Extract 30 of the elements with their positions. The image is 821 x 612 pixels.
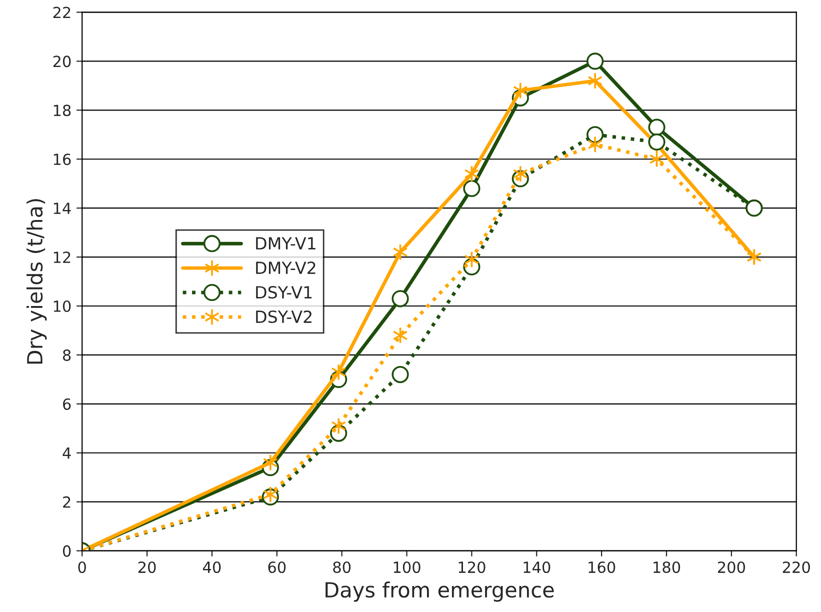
x-tick-label: 160: [588, 561, 616, 574]
y-tick-label: 2: [63, 496, 70, 508]
x-tick-label: 140: [524, 561, 550, 574]
y-tick-label: 8: [63, 349, 71, 361]
x-tick-label: 80: [333, 561, 351, 574]
y-tick-label: 18: [54, 104, 71, 116]
y-axis-title: Dry yields (t/ha): [26, 199, 47, 364]
x-tick-label: 100: [394, 561, 420, 574]
y-tick-label: 4: [62, 448, 71, 459]
y-tick-label: 20: [53, 56, 71, 68]
x-tick-label: 0: [78, 561, 86, 574]
legend-label: DMY-V2: [256, 262, 316, 274]
x-tick-label: 40: [202, 561, 221, 574]
x-tick-label: 220: [782, 561, 810, 574]
legend-label: DMY-V1: [256, 237, 316, 250]
x-tick-label: 200: [718, 561, 745, 574]
x-tick-label: 120: [458, 561, 486, 574]
y-tick-label: 16: [54, 154, 71, 166]
x-axis-title: Days from emergence: [326, 582, 554, 602]
legend-label: DSY-V2: [256, 310, 312, 324]
y-tick-label: 12: [54, 252, 70, 263]
x-tick-label: 20: [138, 561, 156, 574]
legend-label: DSY-V1: [256, 286, 312, 299]
x-tick-label: 60: [268, 561, 286, 574]
y-tick-label: 6: [63, 398, 71, 410]
y-tick-label: 22: [53, 6, 70, 18]
x-tick-label: 180: [654, 561, 680, 574]
y-tick-label: 0: [62, 545, 71, 557]
y-tick-label: 14: [54, 202, 71, 214]
y-tick-label: 10: [54, 300, 71, 312]
